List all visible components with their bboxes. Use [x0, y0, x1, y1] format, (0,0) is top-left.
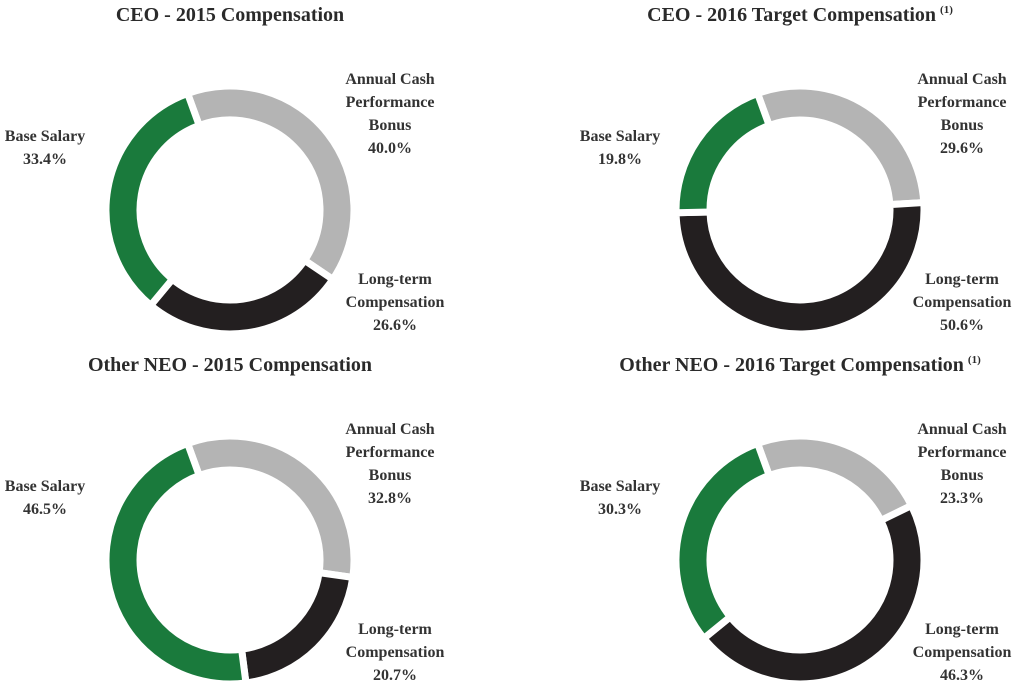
category-label: Base Salary [579, 478, 661, 495]
donut-chart [102, 432, 358, 688]
chart-panel: Other NEO - 2016 Target Compensation (1) A… [517, 350, 1034, 700]
slice-label: Base Salary 30.3% [560, 475, 680, 521]
value-label: 46.3% [940, 667, 984, 684]
donut-slice [753, 432, 917, 526]
category-label: Long-term Compensation [912, 621, 1012, 661]
title-note: (1) [967, 354, 981, 367]
slice-label: Annual Cash Performance Bonus 29.6% [897, 68, 1027, 160]
category-label: Base Salary [579, 128, 661, 145]
value-label: 32.8% [368, 490, 412, 507]
category-label: Annual Cash Performance Bonus [917, 71, 1007, 134]
donut-slice [102, 438, 250, 688]
category-label: Long-term Compensation [912, 271, 1012, 311]
title-text: CEO - 2016 Target Compensation [647, 4, 937, 26]
value-label: 50.6% [940, 317, 984, 334]
category-label: Base Salary [4, 128, 86, 145]
slice-label: Annual Cash Performance Bonus 40.0% [325, 68, 455, 160]
chart-panel: CEO - 2016 Target Compensation (1) Annual … [517, 0, 1034, 350]
chart-panel: CEO - 2015 Compensation Annual Cash Perfo… [0, 0, 517, 350]
category-label: Annual Cash Performance Bonus [917, 421, 1007, 484]
value-label: 40.0% [368, 140, 412, 157]
chart-panel: Other NEO - 2015 Compensation Annual Cash… [0, 350, 517, 700]
donut-slice [672, 198, 928, 338]
slice-label: Annual Cash Performance Bonus 32.8% [325, 418, 455, 510]
slice-label: Long-term Compensation 20.7% [330, 618, 460, 687]
chart-title: CEO - 2015 Compensation [116, 4, 344, 27]
slice-label: Long-term Compensation 50.6% [897, 268, 1027, 337]
donut-slice [698, 500, 928, 688]
slice-label: Long-term Compensation 26.6% [330, 268, 460, 337]
title-text: CEO - 2015 Compensation [115, 4, 345, 26]
title-text: Other NEO - 2016 Target Compensation [619, 354, 964, 376]
slice-label: Base Salary 46.5% [0, 475, 105, 521]
title-note: (1) [940, 4, 953, 17]
category-label: Base Salary [4, 478, 86, 495]
slice-label: Annual Cash Performance Bonus 23.3% [897, 418, 1027, 510]
donut-slice [672, 438, 774, 644]
value-label: 30.3% [598, 501, 642, 518]
category-label: Long-term Compensation [345, 271, 445, 311]
value-label: 29.6% [940, 140, 984, 157]
value-label: 20.7% [373, 667, 417, 684]
value-label: 23.3% [940, 490, 984, 507]
donut-chart [672, 82, 928, 338]
value-label: 33.4% [23, 151, 67, 168]
category-label: Annual Cash Performance Bonus [345, 421, 435, 484]
donut-slice [183, 82, 358, 285]
slice-label: Base Salary 19.8% [560, 125, 680, 171]
donut-slice [145, 255, 338, 338]
donut-chart [672, 432, 928, 688]
value-label: 26.6% [373, 317, 417, 334]
value-label: 46.5% [23, 501, 67, 518]
category-label: Long-term Compensation [345, 621, 445, 661]
donut-slice [672, 88, 774, 217]
slice-label: Long-term Compensation 46.3% [897, 618, 1027, 687]
donut-slice [102, 88, 204, 311]
slice-label: Base Salary 33.4% [0, 125, 105, 171]
title-text: Other NEO - 2015 Compensation [87, 354, 373, 376]
donut-chart [102, 82, 358, 338]
chart-title: Other NEO - 2015 Compensation [88, 354, 372, 377]
category-label: Annual Cash Performance Bonus [345, 71, 435, 134]
chart-title: CEO - 2016 Target Compensation (1) [647, 4, 953, 27]
chart-title: Other NEO - 2016 Target Compensation (1) [619, 354, 980, 377]
value-label: 19.8% [598, 151, 642, 168]
